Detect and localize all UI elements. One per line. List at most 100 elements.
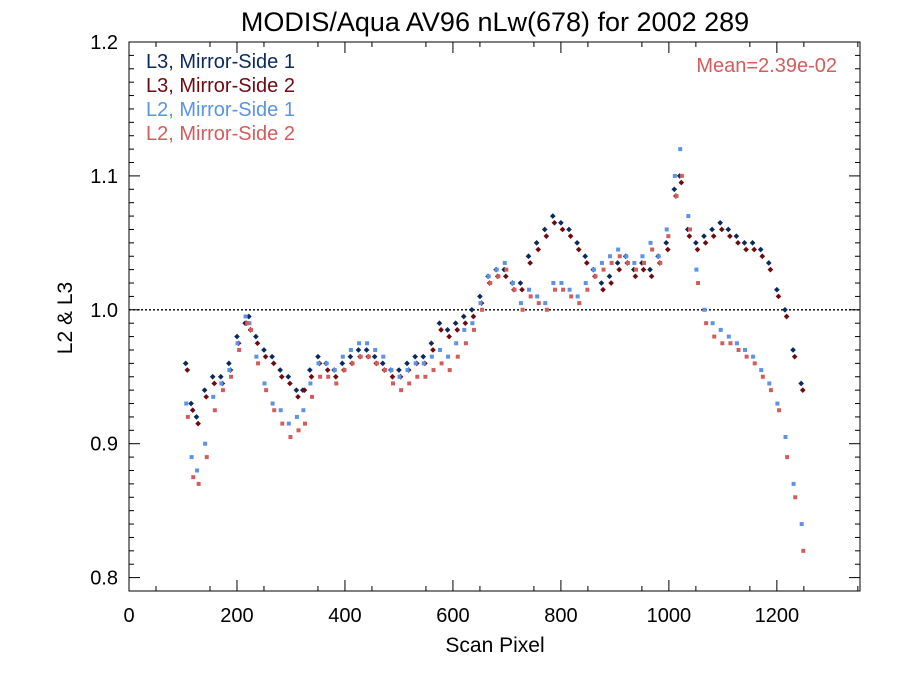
data-point: [672, 173, 677, 178]
data-point: [728, 341, 733, 346]
data-point: [446, 333, 452, 340]
data-point: [759, 368, 764, 373]
data-point: [567, 233, 574, 239]
data-point: [235, 341, 240, 346]
data-point: [757, 246, 764, 253]
data-point: [480, 307, 485, 312]
data-point: [301, 387, 308, 393]
data-point: [535, 294, 540, 299]
data-point: [541, 226, 548, 233]
data-point: [254, 340, 261, 347]
data-point: [247, 321, 252, 326]
data-point: [519, 286, 525, 293]
data-point: [567, 287, 572, 292]
data-point: [307, 367, 313, 373]
data-point: [264, 388, 269, 393]
data-point: [608, 280, 614, 286]
data-point: [517, 280, 524, 286]
data-point: [308, 381, 313, 386]
x-tick-label: 1200: [755, 605, 800, 627]
data-point: [561, 287, 566, 292]
data-point: [439, 361, 444, 366]
data-point: [704, 321, 709, 326]
data-point: [664, 246, 671, 253]
data-point: [324, 361, 329, 366]
data-point: [791, 353, 798, 360]
data-point: [212, 408, 217, 413]
data-point: [318, 374, 323, 379]
axes: 0 200 400 600 800 1000 1200 0.8 0.9 1.0 1.1 1.2: [90, 32, 860, 627]
data-point: [686, 233, 693, 239]
data-point: [648, 240, 653, 245]
data-point: [575, 294, 580, 299]
data-point: [296, 428, 301, 433]
data-point: [413, 361, 418, 366]
data-point: [693, 240, 699, 246]
series-3: [184, 147, 804, 527]
data-point: [468, 306, 475, 313]
data-point: [768, 388, 773, 393]
data-point: [801, 548, 806, 553]
data-point: [687, 227, 692, 232]
data-point: [358, 354, 363, 359]
x-tick-label: 1000: [647, 605, 692, 627]
data-point: [559, 281, 564, 286]
data-point: [751, 354, 756, 359]
data-point: [569, 294, 574, 299]
y-tick-label: 1.0: [90, 300, 118, 322]
data-point: [656, 254, 661, 259]
data-point: [743, 347, 748, 352]
data-point: [188, 400, 194, 407]
data-point: [583, 281, 588, 286]
data-point: [332, 373, 339, 380]
data-point: [217, 373, 224, 380]
data-point: [733, 233, 740, 239]
data-point: [382, 368, 387, 373]
data-point: [189, 455, 194, 460]
mean-annotation: Mean=2.39e-02: [696, 55, 837, 77]
data-point: [543, 233, 550, 239]
data-point: [229, 374, 234, 379]
data-point: [525, 253, 532, 260]
data-point: [261, 347, 267, 353]
data-point: [438, 327, 444, 333]
data-point: [601, 267, 606, 272]
data-point: [278, 373, 285, 380]
data-point: [262, 353, 269, 360]
x-tick-label: 200: [220, 605, 253, 627]
data-point: [791, 481, 796, 486]
data-point: [470, 313, 477, 320]
data-point: [616, 266, 623, 273]
data-point: [365, 341, 370, 346]
data-point: [253, 333, 259, 340]
data-point: [743, 246, 749, 253]
data-point: [712, 334, 717, 339]
legend: L3, Mirror-Side 1L3, Mirror-Side 2L2, Mi…: [146, 51, 295, 145]
data-point: [679, 173, 684, 178]
data-point: [577, 301, 582, 306]
data-point: [632, 260, 637, 265]
data-point: [429, 354, 434, 359]
data-point: [774, 286, 780, 293]
y-tick-label: 1.2: [90, 32, 118, 54]
legend-entry: L3, Mirror-Side 1: [146, 51, 295, 73]
data-point: [436, 320, 443, 327]
data-point: [280, 421, 285, 426]
data-point: [734, 341, 739, 346]
data-point: [191, 475, 196, 480]
data-point: [759, 253, 766, 260]
data-point: [793, 495, 798, 500]
data-point: [512, 287, 517, 292]
data-point: [287, 380, 293, 387]
data-point: [790, 347, 796, 353]
data-point: [767, 266, 774, 273]
data-point: [278, 408, 283, 413]
data-point: [632, 273, 639, 280]
data-point: [196, 481, 201, 486]
data-point: [462, 327, 467, 332]
data-point: [710, 233, 717, 239]
data-point: [559, 226, 566, 233]
data-point: [678, 147, 683, 152]
data-point: [444, 327, 451, 333]
data-point: [775, 293, 782, 300]
